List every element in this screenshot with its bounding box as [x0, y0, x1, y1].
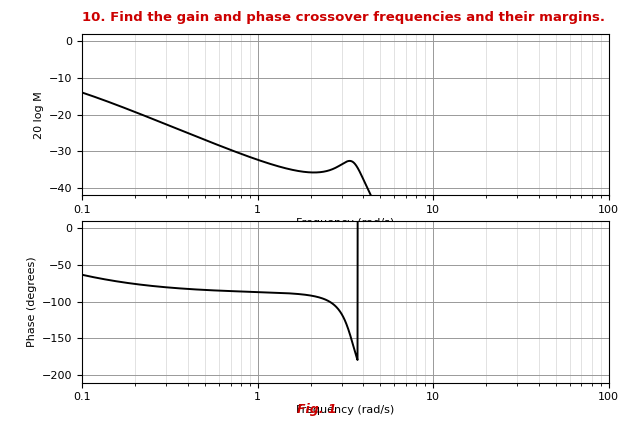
Y-axis label: Phase (degrees): Phase (degrees)	[27, 256, 37, 347]
Text: Fig. 1: Fig. 1	[297, 403, 337, 416]
Text: 10. Find the gain and phase crossover frequencies and their margins.: 10. Find the gain and phase crossover fr…	[82, 11, 605, 24]
X-axis label: Frequency (rad/s): Frequency (rad/s)	[297, 218, 394, 228]
Y-axis label: 20 log M: 20 log M	[34, 91, 44, 139]
X-axis label: Frequency (rad/s): Frequency (rad/s)	[297, 405, 394, 415]
